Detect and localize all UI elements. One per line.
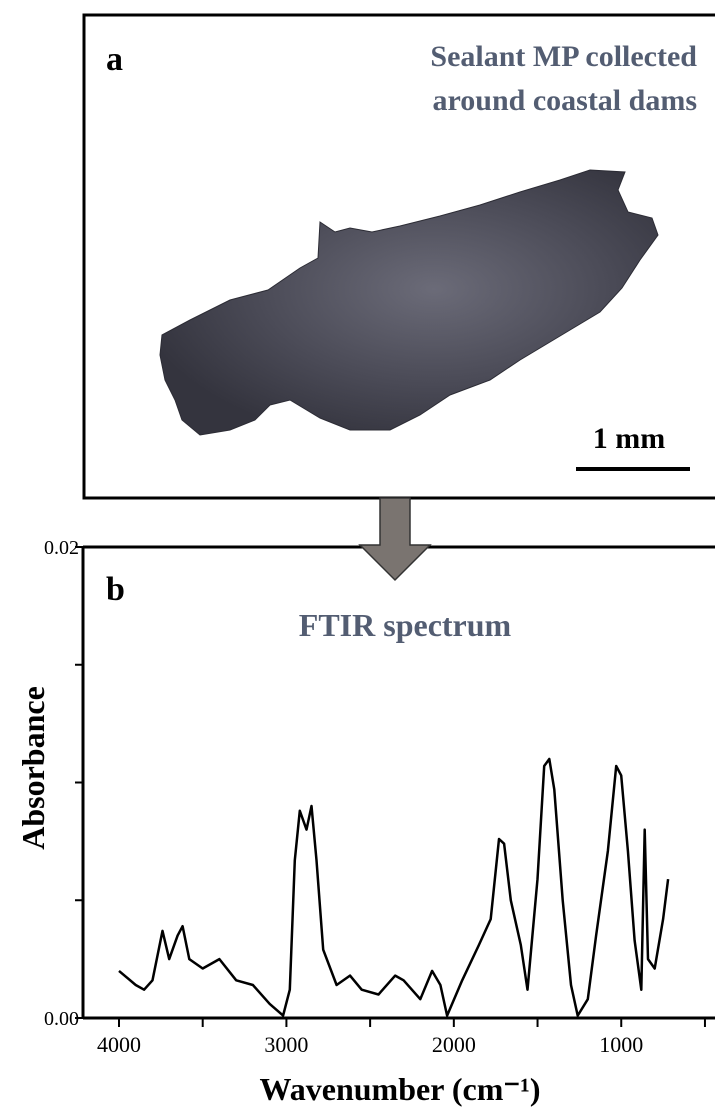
x-axis-label: Wavenumber (cm⁻¹) [260,1071,541,1107]
y-tick-label: 0.02 [44,537,79,559]
x-tick-label: 4000 [97,1032,141,1057]
x-tick-label: 3000 [264,1032,308,1057]
y-axis-label: Absorbance [15,686,51,850]
spectrum-line [118,757,670,1017]
plot: 0.00 0.02 4000 3000 2000 1000 b FTIR spectrum Wa… [15,537,715,1107]
y-tick-label: 0.00 [44,1008,79,1030]
arrow [358,497,432,582]
chart-title: FTIR spectrum [299,607,512,643]
panel-label: b [106,571,125,608]
particle-photo [159,169,659,436]
x-tick-label: 2000 [432,1032,476,1057]
caption: Sealant MP collected [430,40,697,73]
panel-label: a [106,41,123,78]
caption: around coastal dams [433,84,698,117]
x-tick-label: 1000 [599,1032,643,1057]
scale-bar-label: 1 mm [593,422,665,455]
